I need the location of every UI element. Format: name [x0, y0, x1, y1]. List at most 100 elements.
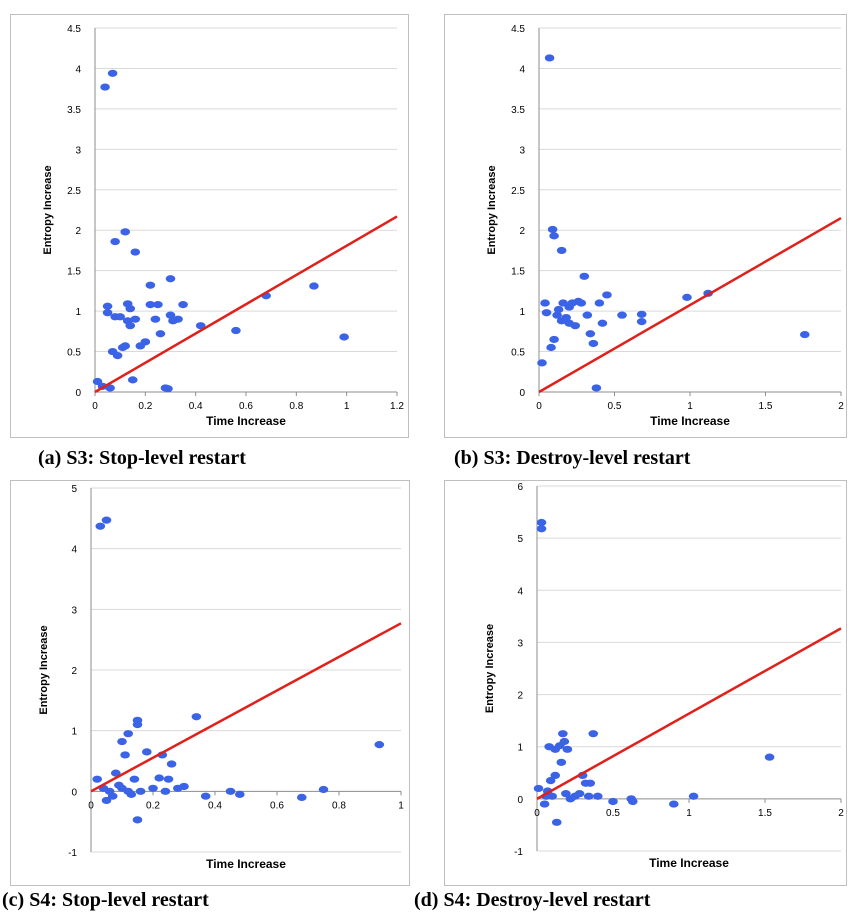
- data-point: [602, 291, 612, 299]
- y-tick-label: 5: [517, 534, 523, 545]
- y-tick-label: 1: [519, 307, 525, 318]
- data-point: [533, 784, 544, 793]
- x-tick-label: 0: [536, 401, 542, 412]
- data-point: [132, 716, 143, 724]
- data-point: [112, 352, 123, 360]
- data-point: [541, 309, 552, 317]
- y-tick-label: 4.5: [511, 24, 525, 35]
- data-point: [126, 790, 137, 798]
- data-point: [120, 751, 130, 759]
- scatter-plot-d: -1 0 1 2 3 4 5 6 0 0.5 1 1.5 2 Time Increase Entropy I…: [484, 482, 844, 870]
- data-point: [105, 384, 115, 392]
- data-point: [145, 281, 156, 289]
- caption-d: (d) S4: Destroy-level restart: [414, 889, 651, 911]
- data-point: [132, 816, 143, 824]
- data-point: [166, 760, 177, 768]
- data-point: [591, 384, 602, 392]
- data-point: [102, 309, 113, 317]
- data-point: [165, 275, 176, 283]
- x-tick-label: 0.6: [239, 401, 253, 412]
- y-tick-label: -1: [514, 847, 523, 858]
- data-point: [179, 782, 189, 791]
- data-point: [142, 748, 152, 756]
- data-point: [374, 741, 385, 749]
- y-tick-label: 4.5: [67, 24, 81, 35]
- caption-a: (a) S3: Stop-level restart: [38, 447, 246, 469]
- data-point: [111, 769, 121, 777]
- x-axis-label: Time Increase: [650, 414, 730, 428]
- x-tick-label: 2: [838, 808, 844, 819]
- data-point: [549, 232, 559, 240]
- data-point: [154, 774, 164, 782]
- data-point: [115, 313, 125, 321]
- data-point: [627, 797, 638, 806]
- y-axis-label: Entropy Increase: [38, 625, 50, 714]
- data-point: [544, 54, 555, 62]
- data-point: [547, 792, 557, 800]
- x-tick-label: 0.5: [606, 808, 620, 819]
- y-tick-label: 6: [517, 482, 523, 493]
- x-tick-label: 0: [534, 808, 540, 819]
- x-tick-label: 0.4: [208, 800, 222, 811]
- y-tick-label: 1: [75, 307, 81, 318]
- data-point: [550, 771, 561, 779]
- data-point: [297, 793, 307, 801]
- data-point: [150, 315, 161, 323]
- data-point: [556, 246, 567, 255]
- data-point: [553, 305, 564, 314]
- chart-panel-c: -1 0 1 2 3 4 5 0 0.2 0.4 0.6 0.8 1 Time Increase Entro…: [10, 480, 410, 886]
- data-point: [576, 299, 587, 307]
- x-tick-label: 1: [686, 808, 692, 819]
- data-point: [235, 790, 245, 798]
- y-tick-label: 3.5: [67, 105, 81, 116]
- y-tick-label: 0: [71, 787, 77, 798]
- data-point: [178, 301, 188, 309]
- data-point: [570, 322, 581, 330]
- data-point: [163, 775, 174, 783]
- data-point: [107, 69, 118, 77]
- y-tick-label: -1: [68, 848, 77, 859]
- data-point: [155, 330, 166, 338]
- data-point: [549, 335, 559, 344]
- x-tick-label: 1: [687, 401, 693, 412]
- scatter-plot-b: 0 0.5 1 1.5 2 2.5 3 3.5 4 4.5 0 0.5 1 1.5 2 Time Increa…: [486, 24, 844, 428]
- y-axis-label: Entropy Increase: [484, 624, 496, 713]
- x-tick-label: 0.2: [138, 401, 152, 412]
- data-point: [163, 385, 173, 393]
- data-point: [191, 713, 202, 721]
- data-point: [688, 792, 699, 800]
- data-point: [540, 299, 550, 307]
- data-point: [117, 737, 127, 746]
- data-point: [125, 305, 136, 313]
- data-point: [536, 525, 547, 533]
- x-axis-label: Time Increase: [206, 857, 286, 871]
- data-point: [588, 339, 599, 348]
- x-tick-label: 0.8: [289, 401, 303, 412]
- data-point: [107, 792, 118, 800]
- data-point: [636, 310, 647, 318]
- x-tick-label: 0.8: [332, 800, 346, 811]
- data-point: [558, 730, 568, 738]
- data-point: [537, 359, 547, 367]
- data-point: [120, 228, 130, 236]
- data-point: [799, 330, 810, 339]
- data-point: [318, 785, 329, 794]
- caption-b: (b) S3: Destroy-level restart: [454, 447, 691, 469]
- data-point: [561, 313, 571, 322]
- y-tick-label: 2: [519, 226, 525, 237]
- fit-line: [94, 215, 398, 394]
- data-point: [574, 790, 585, 798]
- y-tick-label: 0: [517, 795, 523, 806]
- data-point: [125, 322, 136, 330]
- data-point: [173, 315, 183, 323]
- y-tick-label: 4: [517, 586, 523, 597]
- x-axis-label: Time Increase: [649, 856, 729, 870]
- y-tick-label: 0.5: [67, 348, 81, 359]
- y-tick-label: 1: [71, 727, 77, 738]
- y-axis-label: Entropy Increase: [486, 165, 498, 254]
- y-tick-label: 3: [517, 638, 523, 649]
- data-point: [123, 730, 133, 738]
- data-point: [579, 272, 590, 280]
- y-tick-label: 0: [75, 388, 81, 399]
- y-tick-label: 1.5: [67, 267, 81, 278]
